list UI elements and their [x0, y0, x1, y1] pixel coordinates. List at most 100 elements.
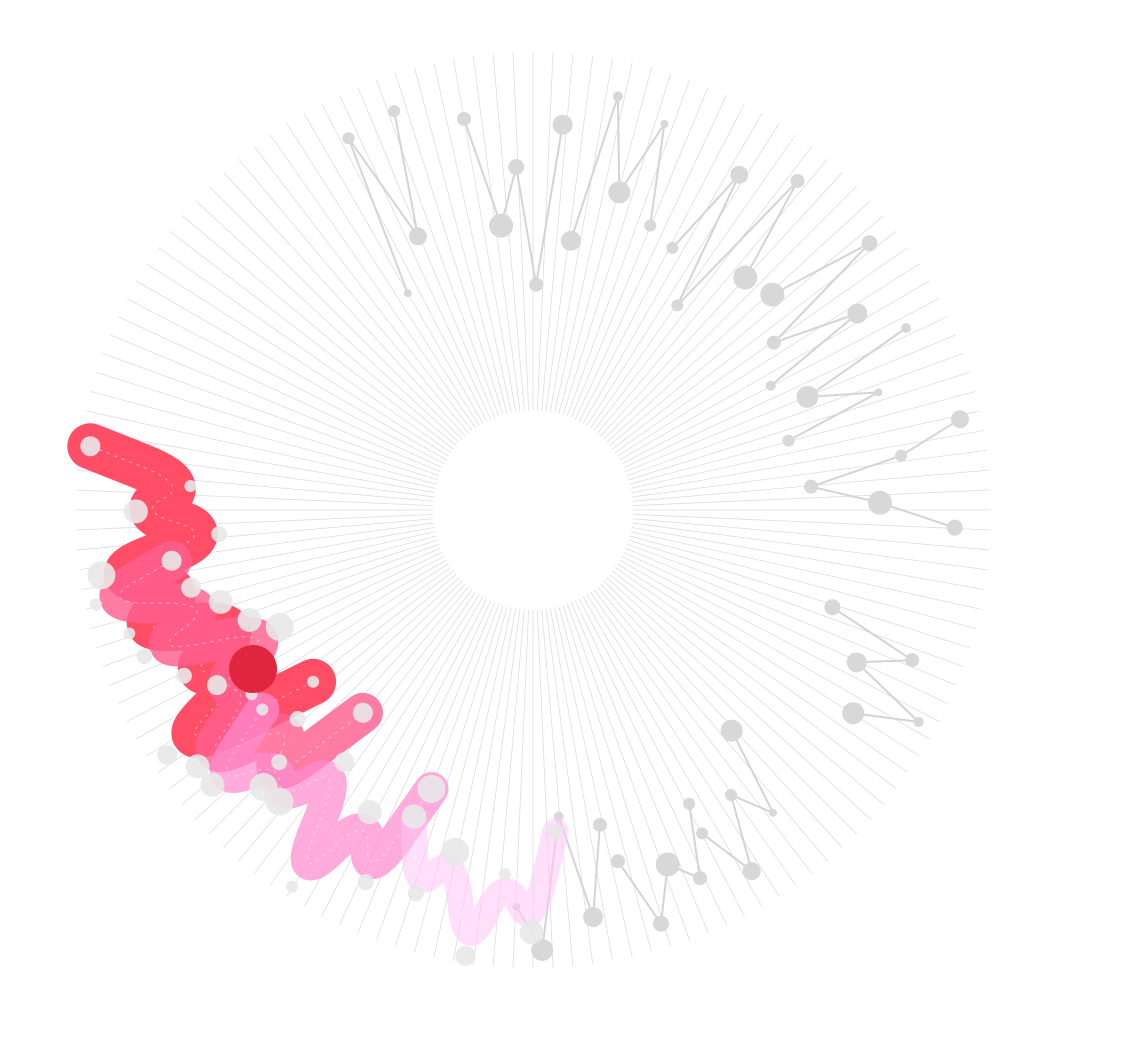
background-series-point [842, 702, 865, 725]
spoke-line [433, 607, 512, 958]
background-series-point [671, 299, 684, 312]
background-series-point [666, 241, 679, 254]
spoke-line [414, 606, 508, 953]
highlight-ribbon [401, 803, 569, 946]
spoke-line [109, 334, 441, 473]
background-series-line [347, 111, 419, 294]
spoke-line [303, 113, 484, 424]
highlight-series-point [286, 880, 299, 893]
highlight-series-point [161, 550, 182, 571]
spoke-line [181, 215, 457, 447]
background-series-point [861, 235, 878, 252]
spoke-line [582, 596, 763, 907]
spoke-line [169, 230, 454, 450]
highlight-series-point [307, 675, 320, 688]
highlight-series-point [455, 945, 476, 966]
background-series-point [660, 119, 669, 128]
highlight-series-point [357, 874, 374, 891]
spoke-line [632, 489, 991, 507]
spoke-line [600, 583, 843, 848]
background-series-point [608, 181, 631, 204]
spoke-line [632, 513, 991, 531]
spoke-line [339, 94, 492, 420]
background-series-point [529, 277, 544, 292]
highlight-accent-point [229, 645, 278, 694]
spoke-line [606, 200, 871, 443]
background-series-point [846, 652, 867, 673]
spoke-grid [75, 52, 991, 968]
background-series-point [765, 380, 776, 391]
highlight-series-point [256, 703, 269, 716]
spoke-line [286, 123, 480, 426]
highlight-series-point [80, 436, 101, 457]
highlight-series-point [175, 667, 192, 684]
background-series-line [701, 730, 776, 874]
spoke-line [617, 563, 920, 757]
spoke-line [269, 134, 476, 429]
highlight-series-point [352, 702, 373, 723]
spoke-line [590, 591, 797, 886]
spoke-line [321, 598, 488, 917]
spoke-line [85, 410, 436, 489]
spoke-line [617, 263, 920, 457]
background-series-point [790, 173, 805, 188]
spoke-line [632, 518, 990, 551]
background-series-point [824, 599, 841, 616]
background-series-point [946, 519, 963, 536]
spoke-line [558, 606, 652, 953]
background-series-point [730, 165, 749, 184]
highlight-ribbon [209, 692, 449, 881]
spoke-line [623, 551, 949, 704]
highlight-series-point [547, 823, 564, 840]
background-series-point [867, 490, 892, 515]
background-series-point [895, 449, 908, 462]
background-series-point [742, 862, 761, 881]
spoke-line [621, 298, 940, 465]
highlight-series-point [417, 774, 446, 803]
spoke-line [375, 79, 500, 417]
spoke-line [541, 53, 574, 411]
background-series-point [342, 132, 355, 145]
spoke-line [628, 371, 970, 481]
spoke-line [593, 589, 813, 874]
highlight-series-point [123, 499, 148, 524]
background-series-point [592, 817, 607, 832]
spoke-line [208, 185, 463, 440]
background-series-point [733, 265, 758, 290]
highlight-ribbon [67, 423, 337, 758]
spoke-line [562, 605, 672, 947]
background-series-point [560, 230, 581, 251]
spoke-line [596, 586, 828, 862]
spoke-line [554, 607, 633, 958]
background-series-point [457, 111, 472, 126]
highlight-series-point [208, 589, 233, 614]
highlight-ribbon-stripe [90, 445, 314, 736]
spoke-line [126, 298, 445, 465]
spoke-line [600, 172, 843, 437]
background-series-point [683, 797, 696, 810]
spoke-line [570, 602, 709, 934]
highlight-series-point [123, 627, 136, 640]
spoke-line [578, 103, 745, 422]
spoke-line [630, 410, 981, 489]
spoke-line [631, 526, 985, 590]
background-series-point [408, 227, 427, 246]
spoke-line [578, 598, 745, 917]
spoke-line [541, 609, 574, 967]
spoke-line [512, 52, 530, 411]
background-series-point [489, 213, 514, 238]
highlight-ribbon-stripe [118, 560, 364, 770]
highlight-series-point [357, 800, 382, 825]
background-series-point [796, 385, 819, 408]
background-series-point [847, 303, 868, 324]
background-series-point [725, 788, 738, 801]
background-series-point [612, 91, 623, 102]
background-series-point [653, 915, 670, 932]
spoke-line [195, 200, 460, 443]
spoke-line [566, 79, 691, 417]
spoke-line [394, 73, 504, 415]
spoke-line [90, 391, 437, 485]
spoke-line [566, 603, 691, 941]
spoke-line [632, 522, 988, 571]
